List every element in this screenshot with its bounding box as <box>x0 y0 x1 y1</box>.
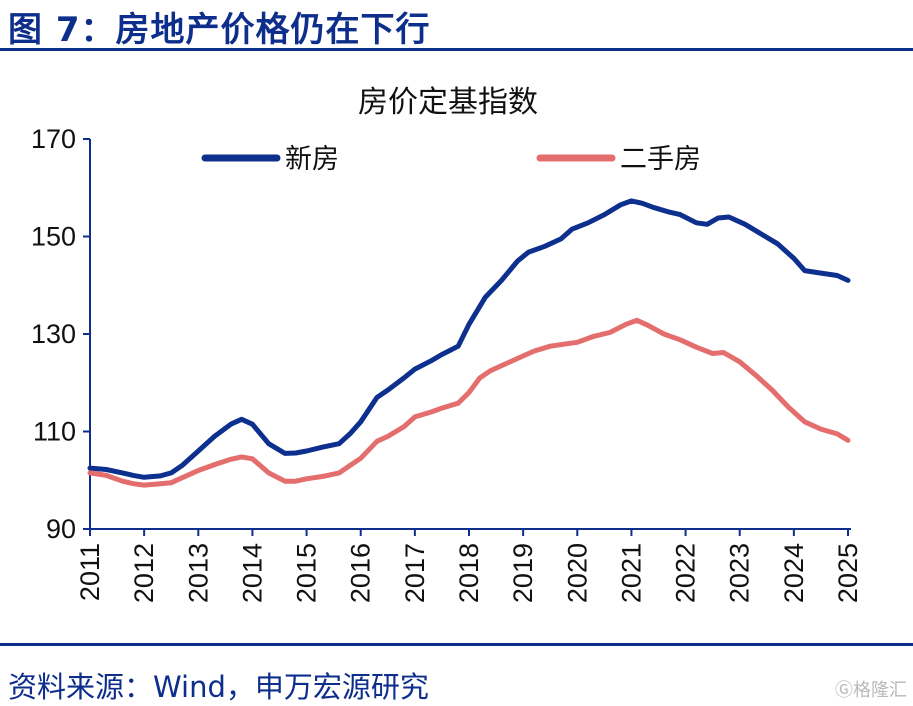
x-tick-label: 2019 <box>508 543 538 603</box>
legend-label: 二手房 <box>620 144 701 175</box>
figure-title: 图 7：房地产价格仍在下行 <box>8 10 431 50</box>
y-tick-label: 90 <box>46 514 76 544</box>
y-tick-label: 110 <box>33 417 76 447</box>
x-tick-label: 2021 <box>616 543 646 603</box>
legend: 新房 二手房 <box>201 144 701 175</box>
series-line <box>87 317 851 488</box>
source-note: 资料来源：Wind，申万宏源研究 <box>8 670 429 704</box>
watermark-logo: Ⓖ格隆汇 <box>835 680 907 701</box>
chart-title: 房价定基指数 <box>358 85 538 120</box>
x-tick-label: 2018 <box>454 543 484 603</box>
x-tick-label: 2016 <box>346 543 376 603</box>
y-tick-label: 150 <box>31 222 76 252</box>
series-layer <box>87 198 851 488</box>
line-chart: 房价定基指数 90 110 130 150 170 2011 2012 2013 2014 201… <box>31 85 863 603</box>
x-tick-label: 2025 <box>833 543 863 603</box>
x-tick-label: 2011 <box>75 543 105 601</box>
x-tick-label: 2023 <box>725 543 755 603</box>
x-tick-label: 2014 <box>237 543 267 603</box>
y-tick-label: 170 <box>31 124 76 154</box>
x-tick-label: 2015 <box>292 543 322 603</box>
x-tick-label: 2012 <box>129 543 159 603</box>
y-tick-label: 130 <box>31 319 76 349</box>
axes: 90 110 130 150 170 2011 2012 2013 2014 2015 2016 20… <box>31 124 863 603</box>
x-tick-label: 2024 <box>779 543 809 603</box>
x-tick-label: 2020 <box>562 543 592 603</box>
x-tick-label: 2022 <box>671 543 701 603</box>
title-underline <box>0 48 913 51</box>
x-tick-label: 2013 <box>183 543 213 603</box>
legend-label: 新房 <box>285 144 339 175</box>
x-tick-label: 2017 <box>400 543 430 603</box>
source-divider <box>0 643 913 646</box>
series-line <box>87 198 851 480</box>
